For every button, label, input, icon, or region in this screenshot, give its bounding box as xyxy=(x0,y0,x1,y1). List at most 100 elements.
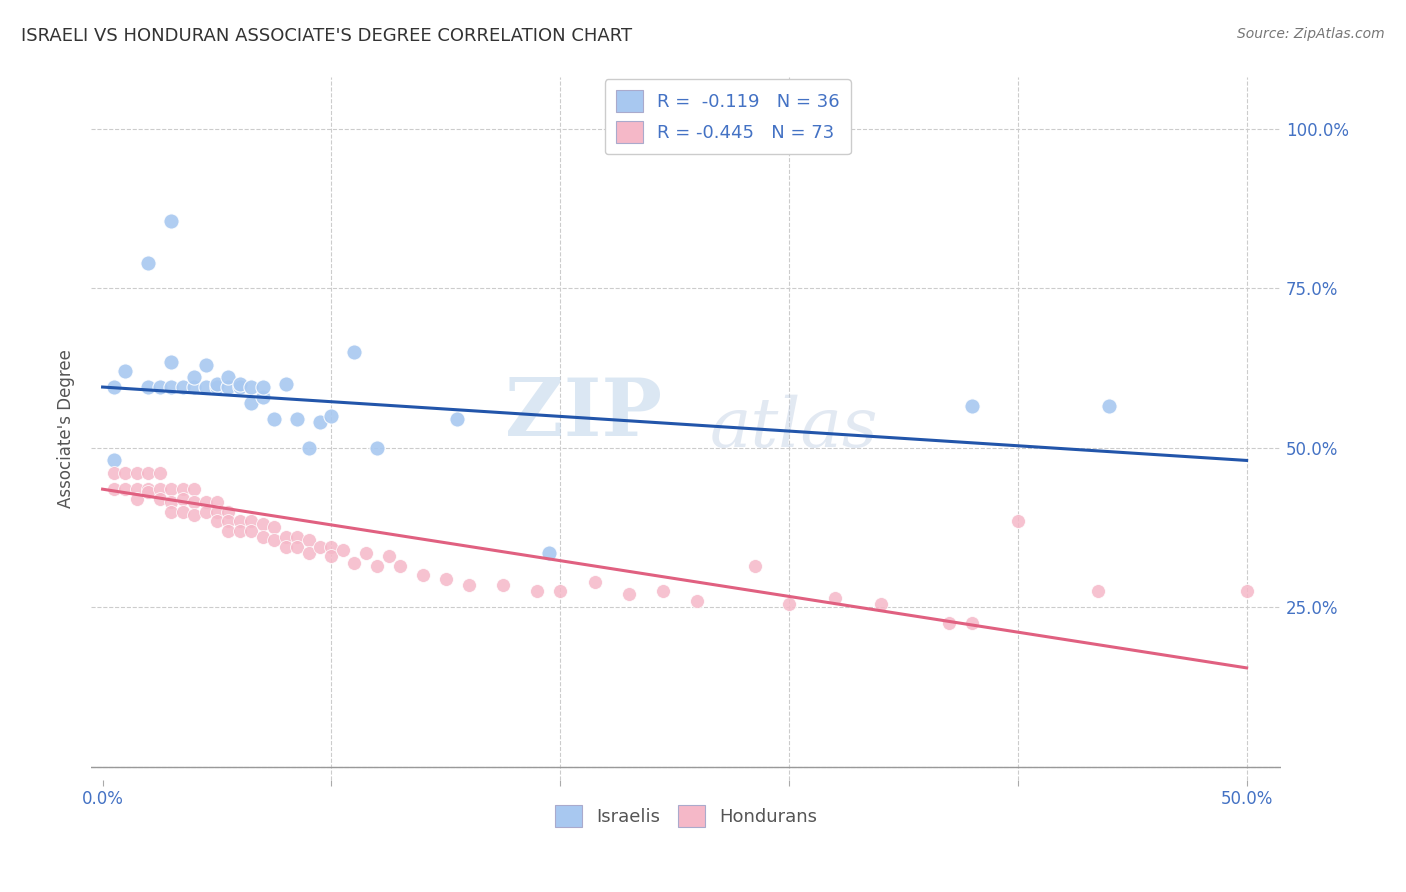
Point xyxy=(869,597,891,611)
Point xyxy=(617,587,640,601)
Point xyxy=(149,482,172,496)
Point xyxy=(960,616,983,631)
Point xyxy=(366,558,388,573)
Point xyxy=(744,558,766,573)
Point xyxy=(138,485,160,500)
Point xyxy=(274,376,297,391)
Point xyxy=(194,504,217,518)
Point xyxy=(285,412,308,426)
Point xyxy=(103,380,125,394)
Point xyxy=(183,370,205,384)
Point xyxy=(183,495,205,509)
Point xyxy=(149,491,172,506)
Point xyxy=(343,556,366,570)
Point xyxy=(217,514,239,528)
Point xyxy=(457,578,479,592)
Point xyxy=(1098,399,1121,413)
Point xyxy=(194,495,217,509)
Point xyxy=(183,508,205,522)
Point xyxy=(183,380,205,394)
Point xyxy=(149,467,172,481)
Point xyxy=(138,380,160,394)
Point xyxy=(172,482,194,496)
Point xyxy=(263,412,285,426)
Point xyxy=(103,482,125,496)
Point xyxy=(160,354,183,368)
Text: ZIP: ZIP xyxy=(505,376,662,453)
Point xyxy=(217,504,239,518)
Point xyxy=(160,380,183,394)
Point xyxy=(205,380,228,394)
Point xyxy=(125,482,148,496)
Point xyxy=(125,467,148,481)
Point xyxy=(1007,514,1029,528)
Point xyxy=(149,380,172,394)
Point xyxy=(321,540,343,554)
Point xyxy=(205,514,228,528)
Point xyxy=(960,399,983,413)
Point xyxy=(194,358,217,372)
Point xyxy=(205,504,228,518)
Text: Source: ZipAtlas.com: Source: ZipAtlas.com xyxy=(1237,27,1385,41)
Point xyxy=(274,540,297,554)
Point xyxy=(548,584,571,599)
Point xyxy=(252,380,274,394)
Point xyxy=(114,482,136,496)
Point xyxy=(686,594,709,608)
Point xyxy=(263,533,285,548)
Point xyxy=(652,584,675,599)
Point xyxy=(321,409,343,423)
Point xyxy=(526,584,548,599)
Point xyxy=(263,520,285,534)
Point xyxy=(389,558,412,573)
Point xyxy=(114,467,136,481)
Point xyxy=(103,467,125,481)
Point xyxy=(229,376,252,391)
Y-axis label: Associate's Degree: Associate's Degree xyxy=(58,349,75,508)
Point xyxy=(1087,584,1109,599)
Point xyxy=(492,578,515,592)
Point xyxy=(160,504,183,518)
Point xyxy=(160,214,183,228)
Point xyxy=(172,491,194,506)
Point xyxy=(194,380,217,394)
Legend: Israelis, Hondurans: Israelis, Hondurans xyxy=(547,797,825,834)
Point xyxy=(138,467,160,481)
Point xyxy=(217,524,239,538)
Point xyxy=(240,524,263,538)
Point xyxy=(583,574,606,589)
Point xyxy=(229,380,252,394)
Point xyxy=(240,380,263,394)
Point xyxy=(252,517,274,532)
Point xyxy=(537,546,560,560)
Point xyxy=(160,495,183,509)
Point xyxy=(285,530,308,544)
Point xyxy=(285,540,308,554)
Point xyxy=(160,482,183,496)
Point xyxy=(297,441,319,455)
Point xyxy=(412,568,434,582)
Point xyxy=(205,376,228,391)
Point xyxy=(274,530,297,544)
Point xyxy=(229,524,252,538)
Point xyxy=(309,415,332,429)
Point xyxy=(114,364,136,378)
Point xyxy=(332,542,354,557)
Point xyxy=(321,549,343,564)
Point xyxy=(183,482,205,496)
Point xyxy=(343,345,366,359)
Point xyxy=(252,390,274,404)
Point xyxy=(240,514,263,528)
Point xyxy=(138,255,160,269)
Point xyxy=(205,495,228,509)
Point xyxy=(240,396,263,410)
Point xyxy=(172,380,194,394)
Point xyxy=(217,380,239,394)
Point xyxy=(217,370,239,384)
Point xyxy=(1236,584,1258,599)
Point xyxy=(138,482,160,496)
Point xyxy=(103,453,125,467)
Point xyxy=(778,597,800,611)
Point xyxy=(229,514,252,528)
Text: atlas: atlas xyxy=(710,395,879,462)
